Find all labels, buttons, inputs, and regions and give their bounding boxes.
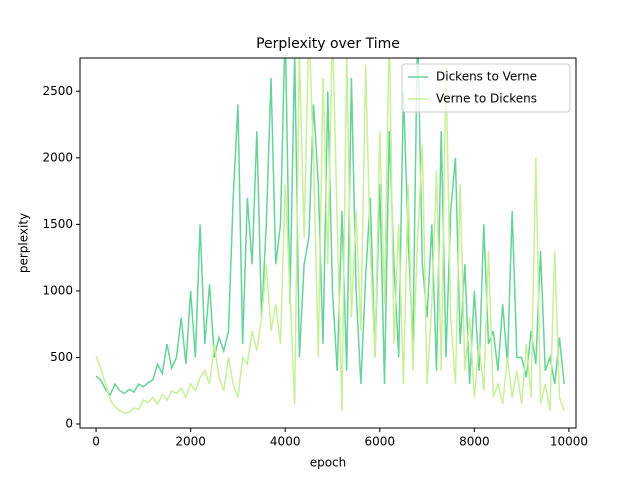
x-tick-label: 10000: [550, 435, 588, 449]
y-tick-label: 2500: [42, 84, 73, 98]
y-tick-label: 500: [50, 350, 73, 364]
y-tick-label: 0: [65, 417, 73, 431]
data-line: [95, 58, 565, 397]
legend-label: Verne to Dickens: [436, 92, 537, 106]
x-axis-label: epoch: [310, 456, 347, 470]
y-tick-label: 1500: [42, 217, 73, 231]
plot-area: [95, 58, 565, 415]
y-tick-label: 1000: [42, 283, 73, 297]
legend-box: [401, 63, 571, 113]
x-tick-label: 4000: [270, 435, 301, 449]
x-tick-label: 0: [92, 435, 100, 449]
y-tick-label: 2000: [42, 150, 73, 164]
chart-title: Perplexity over Time: [256, 36, 400, 52]
y-axis-label: perplexity: [17, 213, 31, 273]
data-line: [95, 58, 565, 415]
x-tick-label: 2000: [175, 435, 206, 449]
legend-label: Dickens to Verne: [436, 70, 537, 84]
x-tick-label: 8000: [459, 435, 490, 449]
x-tick-label: 6000: [365, 435, 396, 449]
plot-frame: [79, 57, 577, 429]
